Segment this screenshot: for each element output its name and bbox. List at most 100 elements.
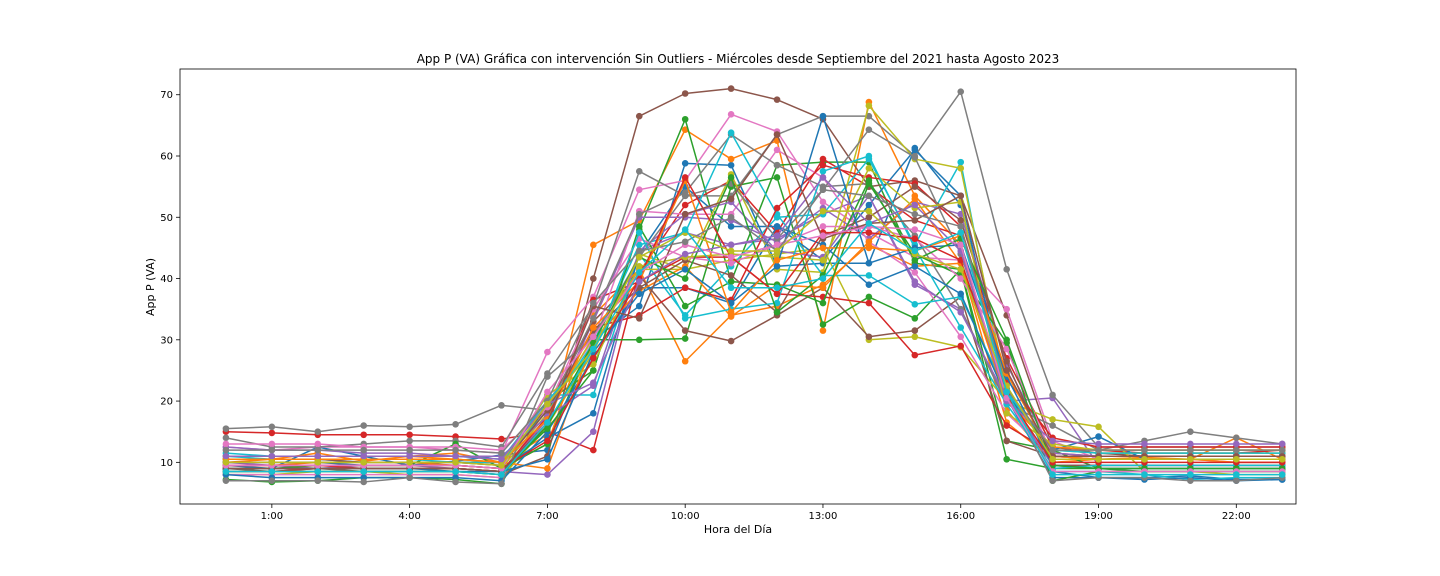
data-point (268, 468, 276, 475)
data-point (773, 308, 781, 316)
data-point (1049, 455, 1056, 463)
data-point (727, 155, 735, 163)
data-point (1003, 266, 1010, 273)
series-30 (222, 152, 1286, 472)
data-point (360, 478, 368, 486)
data-point (865, 238, 873, 246)
data-point (360, 468, 368, 475)
data-point (1095, 440, 1102, 448)
data-point (590, 391, 597, 399)
data-point (727, 299, 735, 307)
data-point (773, 284, 781, 292)
data-point (727, 247, 735, 255)
data-point (406, 468, 413, 475)
data-point (681, 174, 689, 181)
data-point (1049, 477, 1056, 485)
data-point (498, 471, 505, 478)
data-point (406, 431, 413, 439)
data-point (452, 459, 459, 466)
data-point (957, 290, 965, 298)
data-point (498, 480, 505, 488)
data-point (498, 449, 505, 457)
data-point (911, 333, 919, 341)
data-point (911, 269, 919, 276)
y-tick-label: 50 (160, 213, 173, 224)
series-11 (222, 146, 1286, 472)
data-point (635, 223, 643, 230)
plot-area-frame (179, 68, 1297, 505)
data-point (222, 440, 230, 448)
data-point (314, 428, 322, 436)
data-point (544, 465, 551, 472)
data-point (635, 269, 643, 276)
data-point (1003, 410, 1010, 417)
data-point (681, 327, 689, 334)
data-point (635, 262, 643, 270)
data-point (314, 440, 322, 448)
data-point (360, 459, 368, 466)
data-point (681, 226, 689, 233)
series-27 (222, 223, 1286, 460)
data-point (1187, 440, 1194, 448)
data-point (452, 446, 459, 454)
data-point (498, 435, 505, 443)
series-line (225, 133, 1283, 451)
data-point (727, 241, 735, 249)
data-point (773, 146, 781, 154)
data-point (544, 388, 551, 396)
series-line (225, 222, 1283, 476)
y-tick-label: 20 (160, 397, 173, 408)
data-point (1233, 446, 1240, 454)
data-point (727, 278, 735, 285)
data-point (544, 471, 551, 478)
data-point (222, 452, 230, 460)
data-point (1003, 345, 1010, 353)
data-point (406, 452, 413, 460)
data-point (911, 201, 919, 209)
data-point (544, 400, 551, 408)
data-point (268, 429, 276, 437)
data-point (1095, 446, 1102, 454)
series-line (225, 225, 1283, 457)
data-point (773, 256, 781, 264)
data-point (865, 102, 873, 110)
data-point (727, 223, 735, 230)
x-tick-label: 19:00 (1084, 511, 1113, 522)
data-point (590, 354, 597, 362)
data-point (1187, 428, 1194, 436)
series-line (225, 185, 1283, 467)
series-line (225, 149, 1283, 470)
data-point (865, 272, 873, 279)
series-line (225, 155, 1283, 470)
data-point (911, 327, 919, 334)
data-point (1095, 471, 1102, 478)
series-line (225, 176, 1283, 461)
data-point (590, 367, 597, 374)
data-point (819, 207, 827, 215)
data-point (314, 446, 322, 454)
data-point (452, 421, 459, 428)
data-point (1049, 422, 1056, 429)
data-point (635, 278, 643, 285)
data-point (544, 437, 551, 445)
series-24 (222, 161, 1286, 475)
data-point (957, 88, 965, 95)
data-point (865, 299, 873, 307)
data-point (819, 299, 827, 307)
series-line (225, 133, 1283, 473)
data-point (544, 419, 551, 426)
data-point (1003, 422, 1010, 429)
data-point (635, 247, 643, 255)
data-point (819, 161, 827, 169)
data-point (1278, 446, 1286, 454)
data-point (1187, 477, 1194, 485)
data-point (911, 351, 919, 359)
data-point (681, 357, 689, 365)
data-point (957, 275, 965, 282)
data-point (773, 131, 781, 138)
data-point (819, 223, 827, 230)
data-point (1095, 455, 1102, 463)
data-point (1095, 423, 1102, 431)
x-tick-label: 4:00 (398, 511, 420, 522)
data-point (773, 232, 781, 239)
